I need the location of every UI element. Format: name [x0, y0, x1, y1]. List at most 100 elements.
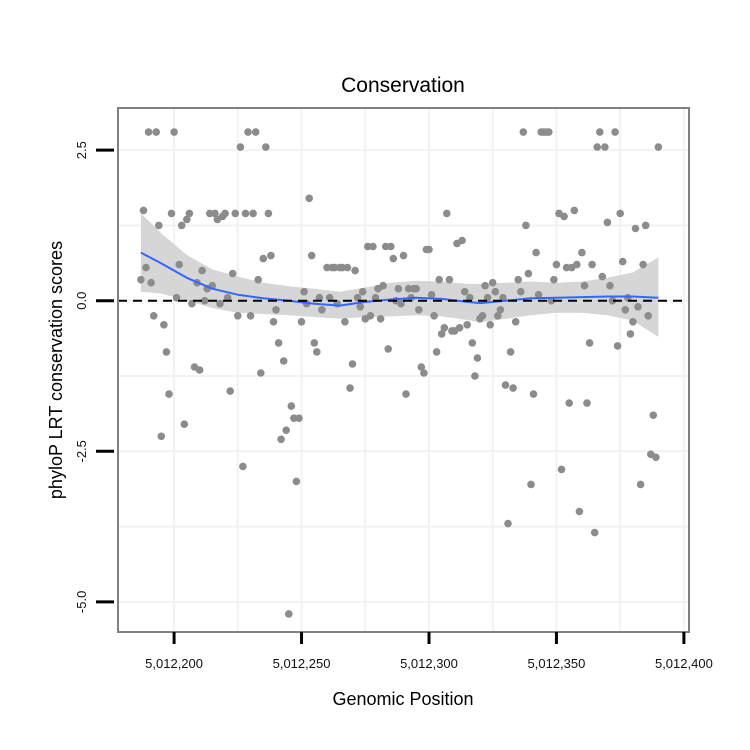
data-point: [313, 348, 321, 356]
data-point: [348, 360, 357, 368]
x-axis-title: Genomic Position: [332, 689, 473, 709]
data-point: [387, 242, 395, 251]
data-point: [550, 275, 558, 284]
data-point: [346, 384, 354, 392]
data-point: [307, 251, 316, 260]
data-point: [573, 260, 581, 269]
data-point: [144, 128, 153, 136]
data-point: [394, 284, 403, 293]
data-point: [155, 221, 163, 230]
data-point: [279, 357, 288, 365]
y-tick-label: 0.0: [74, 292, 89, 310]
x-tick-label: 5,012,200: [145, 656, 203, 671]
data-point: [315, 293, 324, 302]
data-point: [172, 293, 181, 302]
data-point: [560, 212, 568, 221]
grid-lines: [118, 108, 689, 632]
data-point: [570, 206, 579, 215]
data-point: [613, 342, 622, 350]
data-point: [603, 218, 612, 227]
data-point: [641, 221, 650, 230]
data-point: [463, 321, 472, 329]
data-point: [211, 209, 219, 218]
data-point: [228, 269, 237, 278]
data-point: [519, 128, 528, 136]
data-point: [529, 390, 538, 398]
data-point: [287, 402, 296, 410]
data-point: [478, 312, 487, 320]
data-point: [440, 324, 449, 332]
data-point: [437, 330, 446, 338]
data-point: [402, 390, 410, 398]
data-point: [494, 312, 502, 320]
data-point: [460, 287, 469, 296]
data-point: [249, 209, 257, 218]
data-point: [282, 426, 291, 435]
data-point: [139, 206, 148, 215]
data-point: [412, 284, 421, 293]
data-point: [514, 275, 522, 284]
data-point: [585, 339, 594, 347]
data-point: [366, 312, 375, 320]
data-point: [318, 306, 326, 314]
data-point: [384, 345, 393, 353]
data-point: [639, 260, 647, 269]
data-point: [430, 312, 438, 320]
data-point: [552, 260, 561, 269]
data-point: [496, 306, 505, 314]
data-point: [527, 480, 535, 489]
data-point: [198, 266, 206, 275]
data-point: [353, 293, 362, 302]
data-point: [277, 435, 285, 444]
data-point: [621, 306, 630, 314]
data-point: [499, 293, 507, 302]
data-point: [389, 254, 398, 263]
smooth-line-layer: [140, 251, 659, 307]
data-point: [486, 321, 495, 329]
data-point: [254, 275, 262, 284]
data-point: [608, 296, 617, 305]
data-point: [167, 209, 176, 218]
data-point: [175, 260, 183, 269]
axis-ticks-layer: 5,012,200 5,012,250 5,012,300 5,012,350 5,01…: [74, 141, 713, 671]
data-point: [618, 257, 627, 266]
data-point: [376, 315, 385, 323]
data-point: [532, 248, 540, 257]
data-point: [511, 318, 520, 326]
data-point: [379, 281, 387, 290]
data-point: [397, 299, 405, 308]
data-point: [506, 348, 515, 356]
data-point: [534, 290, 543, 299]
data-point: [341, 318, 349, 326]
data-point: [257, 369, 265, 377]
data-point: [634, 303, 642, 311]
data-point: [157, 432, 166, 441]
data-point: [358, 287, 367, 296]
data-point: [183, 215, 191, 224]
data-point: [443, 209, 451, 218]
data-point: [170, 128, 178, 136]
data-point: [425, 245, 433, 254]
data-point: [524, 269, 533, 278]
data-point: [259, 254, 268, 263]
data-point: [137, 275, 145, 284]
data-point: [458, 236, 466, 245]
data-point: [292, 477, 301, 486]
data-point: [583, 399, 591, 407]
data-point: [152, 128, 160, 136]
data-point: [611, 128, 619, 136]
data-point: [435, 275, 444, 284]
data-point: [274, 339, 283, 347]
x-tick-label: 5,012,250: [273, 656, 331, 671]
x-tick-label: 5,012,400: [655, 656, 713, 671]
data-point: [517, 287, 525, 296]
data-point: [142, 263, 150, 272]
data-point: [629, 318, 637, 326]
data-point: [251, 128, 260, 136]
data-point: [297, 318, 306, 326]
data-point: [147, 278, 155, 287]
data-point: [445, 275, 454, 284]
data-point: [269, 318, 278, 326]
data-point: [468, 339, 477, 347]
data-point: [596, 128, 604, 136]
